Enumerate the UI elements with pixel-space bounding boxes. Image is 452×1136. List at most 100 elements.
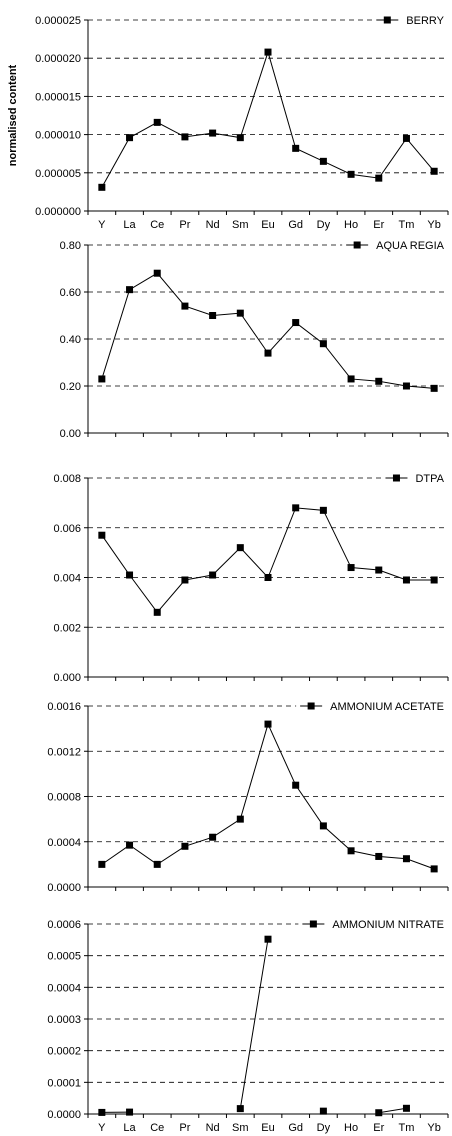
data-point	[181, 576, 189, 584]
legend-label: AQUA REGIA	[376, 240, 445, 252]
x-tick-label: Sm	[232, 219, 249, 231]
data-point	[402, 855, 410, 863]
x-tick-label: Ho	[344, 219, 358, 231]
chart-panel: 0.000 0.002 0.004 0.006 0.008 DTPA	[53, 470, 449, 684]
chart-panel: 0.000000 0.000005 0.000010 0.000015 0.000020…	[7, 12, 449, 231]
data-point	[126, 1108, 134, 1116]
y-tick-label: 0.000025	[35, 15, 81, 27]
data-point	[264, 574, 272, 581]
x-tick-label: Tm	[399, 219, 415, 231]
data-point	[375, 377, 383, 385]
data-point	[430, 865, 438, 873]
data-point	[236, 1105, 244, 1113]
data-point	[347, 375, 355, 383]
series-line	[101, 507, 435, 614]
x-tick-label: La	[123, 1122, 136, 1134]
data-point	[430, 167, 438, 175]
legend-marker	[309, 920, 317, 928]
legend-background	[296, 698, 448, 714]
data-point	[153, 269, 161, 277]
legend-marker	[392, 474, 400, 482]
y-tick-label: 0.0004	[47, 837, 81, 849]
x-tick-label: Dy	[317, 1122, 331, 1134]
legend-background	[298, 916, 448, 932]
x-tick-label: Gd	[288, 1122, 303, 1134]
data-point	[402, 382, 410, 390]
data-point	[153, 118, 161, 126]
legend-marker	[383, 16, 391, 24]
data-point	[264, 720, 272, 728]
x-tick-label: Yb	[427, 219, 440, 231]
data-point	[126, 841, 134, 849]
legend-marker	[353, 241, 361, 249]
data-point	[319, 822, 327, 830]
legend-label: BERRY	[406, 15, 444, 27]
data-point	[264, 48, 272, 56]
data-point	[430, 576, 438, 584]
x-tick-label: Er	[373, 219, 384, 231]
data-point	[375, 1109, 383, 1117]
x-tick-label: Eu	[261, 1122, 274, 1134]
y-tick-label: 0.000015	[35, 91, 81, 103]
y-tick-label: 0.60	[60, 287, 81, 299]
x-tick-label: Eu	[261, 219, 274, 231]
chart-panel: 0.0000 0.0004 0.0008 0.0012 0.0016 AMMONIUM A…	[47, 698, 449, 894]
data-point	[375, 852, 383, 860]
data-point	[209, 833, 217, 841]
data-point	[319, 1107, 327, 1115]
chart-panel: 0.00 0.20 0.40 0.60 0.80 AQUA REGIA	[60, 237, 449, 440]
data-point	[126, 571, 134, 579]
x-tick-label: Y	[98, 1122, 106, 1134]
y-tick-label: 0.000010	[35, 130, 81, 142]
y-tick-label: 0.008	[53, 473, 81, 485]
y-tick-label: 0.0005	[47, 951, 81, 963]
x-tick-label: Tm	[399, 1122, 415, 1134]
legend-label: DTPA	[415, 473, 444, 485]
data-point	[264, 349, 272, 357]
series-line	[101, 50, 435, 188]
data-point	[98, 375, 106, 383]
x-tick-label: Pr	[179, 1122, 190, 1134]
x-tick-label: Ho	[344, 1122, 358, 1134]
y-tick-label: 0.0003	[47, 1014, 81, 1026]
y-tick-label: 0.0016	[47, 701, 81, 713]
data-point	[126, 286, 134, 294]
x-tick-label: Ce	[150, 1122, 164, 1134]
y-tick-label: 0.0008	[47, 792, 81, 804]
data-point	[319, 157, 327, 165]
data-point	[402, 1104, 410, 1112]
data-point	[209, 312, 217, 319]
x-tick-label: Gd	[288, 219, 303, 231]
data-point	[292, 781, 300, 789]
y-tick-label: 0.0002	[47, 1046, 81, 1058]
data-point	[319, 340, 327, 348]
x-tick-label: Yb	[427, 1122, 440, 1134]
legend-label: AMMONIUM ACETATE	[330, 701, 444, 713]
data-point	[181, 842, 189, 850]
y-tick-label: 0.0006	[47, 919, 81, 931]
x-tick-label: Y	[98, 219, 106, 231]
data-point	[402, 576, 410, 584]
data-point	[153, 608, 161, 616]
data-point	[430, 384, 438, 392]
series-line	[101, 272, 435, 389]
y-tick-label: 0.0004	[47, 982, 81, 994]
data-point	[98, 860, 106, 868]
data-point	[347, 564, 355, 572]
data-point	[98, 1108, 106, 1116]
legend-background	[381, 470, 448, 486]
y-tick-label: 0.000020	[35, 53, 81, 65]
y-tick-label: 0.002	[53, 622, 81, 634]
y-tick-label: 0.006	[53, 523, 81, 535]
data-point	[98, 531, 106, 539]
x-tick-label: Pr	[179, 219, 190, 231]
legend-background	[342, 237, 448, 253]
legend-marker	[307, 702, 315, 710]
data-point	[126, 134, 134, 142]
y-axis-label: normalised content	[7, 64, 19, 166]
series-line	[101, 939, 407, 1114]
y-tick-label: 0.000000	[35, 206, 81, 218]
data-point	[375, 174, 383, 182]
x-tick-label: Dy	[317, 219, 331, 231]
